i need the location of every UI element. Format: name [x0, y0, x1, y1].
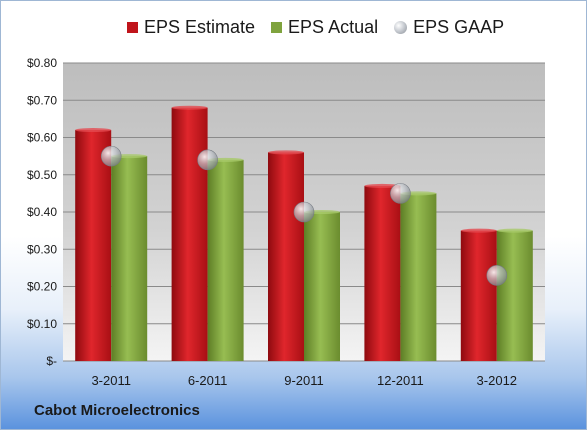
bar-eps-actual-top [496, 228, 533, 233]
y-tick-label: $0.40 [27, 205, 57, 219]
bar-eps-estimate-top [171, 105, 208, 110]
y-tick-label: $- [46, 354, 57, 368]
bar-eps-estimate-top [75, 128, 112, 133]
marker-eps-gaap [293, 201, 315, 223]
bar-eps-actual [304, 212, 340, 361]
x-tick-label: 9-2011 [284, 373, 324, 388]
y-tick-label: $0.80 [27, 56, 57, 70]
x-tick-label: 3-2012 [477, 373, 517, 388]
bar-eps-estimate [364, 185, 401, 361]
x-tick-label: 6-2011 [188, 373, 228, 388]
legend-item-eps-gaap: EPS GAAP [394, 17, 504, 38]
marker-eps-gaap [197, 149, 218, 171]
bar-eps-actual [496, 230, 533, 361]
marker-eps-gaap [486, 265, 508, 286]
bar-eps-estimate [75, 130, 112, 361]
marker-eps-gaap [390, 183, 411, 204]
legend-item-eps-estimate: EPS Estimate [127, 17, 255, 38]
bar-eps-estimate [268, 152, 304, 361]
company-name: Cabot Microelectronics [34, 402, 200, 419]
y-tick-label: $0.10 [27, 317, 57, 331]
y-tick-label: $0.70 [27, 93, 57, 107]
y-tick-label: $0.30 [27, 242, 57, 256]
legend-swatch-eps-actual [271, 22, 283, 33]
x-tick-label: 12-2011 [377, 373, 424, 388]
bar-eps-actual [111, 156, 148, 361]
y-tick-label: $0.60 [27, 131, 57, 145]
y-axis-ticks: $0.80 $0.70 $0.60 $0.50 $0.40 $0.30 $0.20 $0.10… [27, 56, 57, 368]
legend-label-eps-actual: EPS Actual [288, 17, 379, 37]
bars [75, 105, 533, 361]
marker-eps-gaap [100, 145, 122, 167]
legend-marker-eps-gaap [394, 21, 408, 34]
bar-eps-estimate [171, 107, 208, 361]
bar-eps-estimate-top [268, 150, 304, 155]
bar-eps-estimate [460, 230, 497, 361]
bar-eps-actual [207, 159, 244, 361]
legend-item-eps-actual: EPS Actual [271, 17, 378, 38]
bar-eps-estimate-top [364, 183, 401, 188]
bar-eps-estimate-top [460, 228, 497, 233]
bar-eps-actual [400, 193, 437, 361]
y-tick-label: $0.50 [27, 168, 57, 182]
x-axis-ticks: 3-2011 6-2011 9-2011 12-2011 3-2012 [91, 373, 517, 388]
legend-swatch-eps-estimate [127, 22, 138, 33]
gaap-markers [100, 145, 508, 286]
legend-label-eps-gaap: EPS GAAP [413, 17, 505, 37]
y-tick-label: $0.20 [27, 280, 57, 294]
legend: EPS Estimate EPS Actual EPS GAAP [127, 17, 520, 38]
x-tick-label: 3-2011 [91, 373, 131, 388]
legend-label-eps-estimate: EPS Estimate [144, 17, 256, 37]
